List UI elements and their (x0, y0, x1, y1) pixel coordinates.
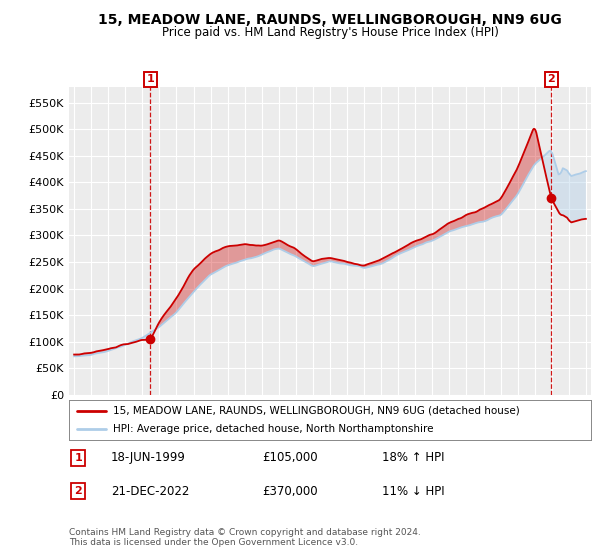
Text: 11% ↓ HPI: 11% ↓ HPI (382, 485, 445, 498)
Text: 2: 2 (547, 74, 555, 84)
Text: 15, MEADOW LANE, RAUNDS, WELLINGBOROUGH, NN9 6UG: 15, MEADOW LANE, RAUNDS, WELLINGBOROUGH,… (98, 13, 562, 27)
Text: 18-JUN-1999: 18-JUN-1999 (111, 451, 185, 464)
Text: HPI: Average price, detached house, North Northamptonshire: HPI: Average price, detached house, Nort… (113, 424, 434, 435)
Text: 1: 1 (74, 453, 82, 463)
Text: £105,000: £105,000 (262, 451, 318, 464)
Text: 21-DEC-2022: 21-DEC-2022 (111, 485, 189, 498)
Text: 18% ↑ HPI: 18% ↑ HPI (382, 451, 445, 464)
Text: Contains HM Land Registry data © Crown copyright and database right 2024.
This d: Contains HM Land Registry data © Crown c… (69, 528, 421, 547)
Text: 2: 2 (74, 486, 82, 496)
Text: 1: 1 (146, 74, 154, 84)
Text: 15, MEADOW LANE, RAUNDS, WELLINGBOROUGH, NN9 6UG (detached house): 15, MEADOW LANE, RAUNDS, WELLINGBOROUGH,… (113, 405, 520, 416)
Text: £370,000: £370,000 (262, 485, 318, 498)
Text: Price paid vs. HM Land Registry's House Price Index (HPI): Price paid vs. HM Land Registry's House … (161, 26, 499, 39)
